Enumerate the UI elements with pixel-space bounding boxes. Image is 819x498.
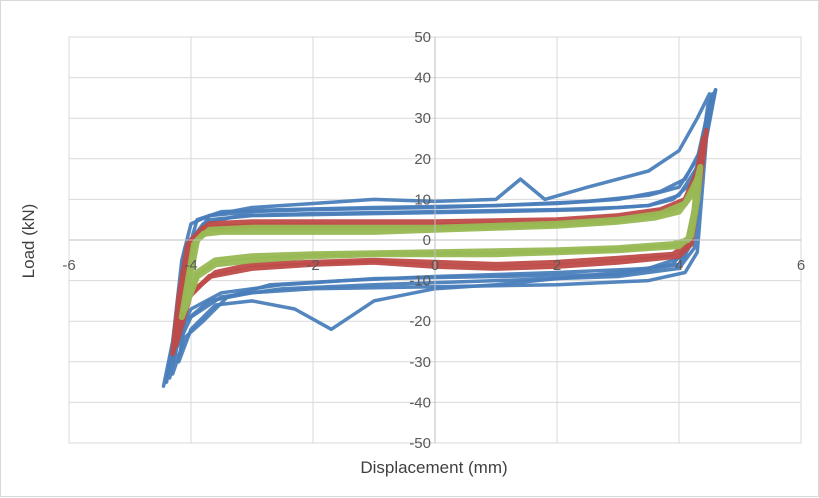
loop-2-1	[181, 176, 701, 312]
y-tick-label: 40	[414, 70, 431, 87]
loop-0-4	[170, 88, 718, 376]
loop-0-2	[177, 92, 712, 364]
y-tick-label: -50	[409, 435, 431, 452]
x-tick-label: -2	[306, 257, 319, 274]
x-tick-label: 4	[675, 257, 683, 274]
x-tick-label: 0	[431, 257, 439, 274]
loop-1-0	[170, 127, 709, 357]
series-1	[170, 127, 709, 357]
series-2	[178, 163, 704, 321]
y-axis-title: Load (kN)	[19, 204, 38, 279]
y-tick-label: -30	[409, 354, 431, 371]
x-tick-labels: -6 -4 -2 0 2 4 6	[62, 257, 805, 274]
loop-2-0	[178, 163, 704, 321]
x-tick-label: -6	[62, 257, 75, 274]
x-tick-label: -4	[184, 257, 197, 274]
y-tick-label: 50	[414, 29, 431, 46]
x-tick-label: 6	[797, 257, 805, 274]
x-axis-title: Displacement (mm)	[360, 458, 507, 477]
y-tick-label: 10	[414, 191, 431, 208]
y-tick-label: -10	[409, 273, 431, 290]
y-tick-label: -20	[409, 313, 431, 330]
y-tick-label: 20	[414, 151, 431, 168]
x-tick-label: 2	[553, 257, 561, 274]
series-0	[161, 88, 718, 388]
loop-1-1	[173, 136, 706, 349]
data-series	[161, 88, 718, 388]
loop-0-0	[161, 88, 718, 388]
y-tick-label: -40	[409, 394, 431, 411]
axes	[69, 37, 801, 443]
y-tick-labels: -50 -40 -30 -20 -10 0 10 20 30 40 50	[409, 29, 431, 452]
loop-0-3	[164, 100, 715, 384]
y-tick-label: 0	[423, 232, 431, 249]
y-tick-label: 30	[414, 110, 431, 127]
loop-0-1	[167, 92, 715, 380]
